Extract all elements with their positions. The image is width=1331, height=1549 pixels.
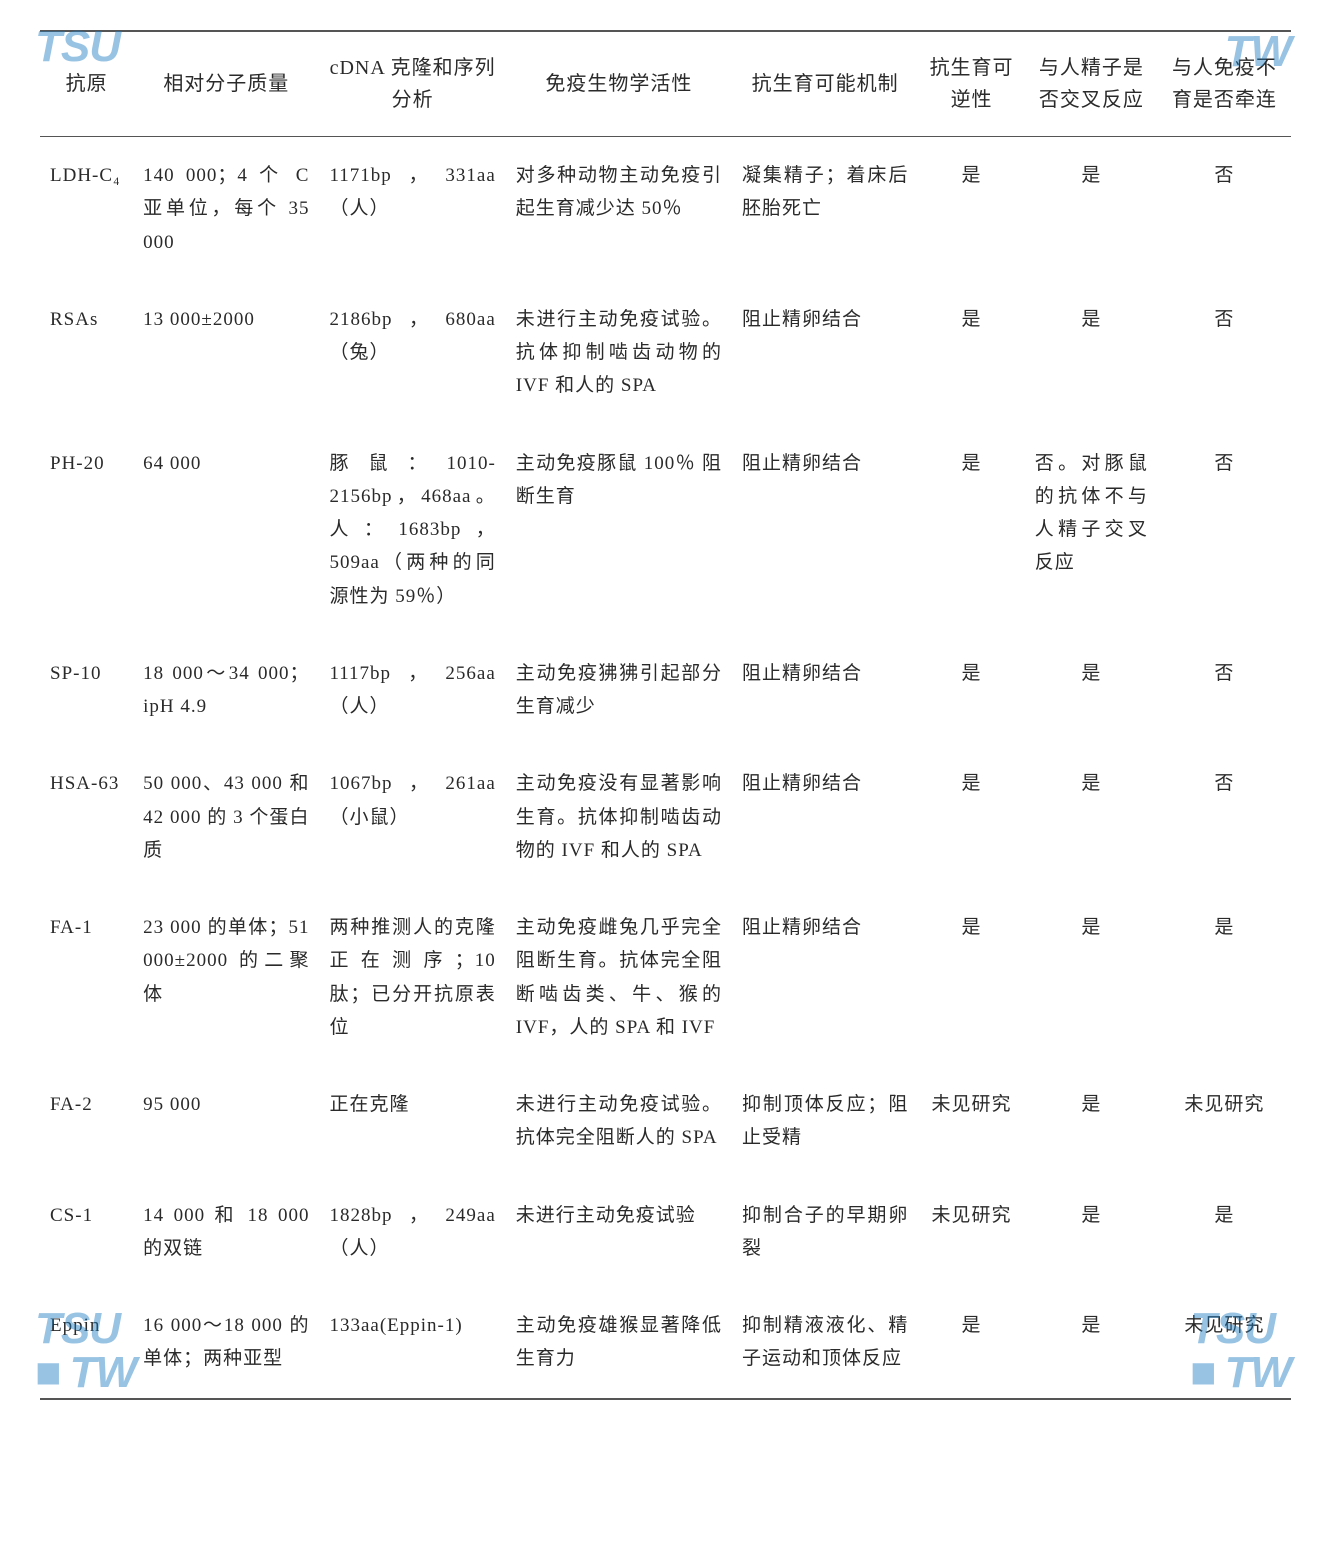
cell-mechanism: 抑制顶体反应；阻止受精 (732, 1066, 918, 1177)
cell-antigen: LDH-C₄ (40, 137, 133, 281)
cell-mechanism: 阻止精卵结合 (732, 281, 918, 425)
cell-mw: 14 000 和 18 000 的双链 (133, 1177, 319, 1288)
table-row: RSAs13 000±20002186bp，680aa（兔）未进行主动免疫试验。… (40, 281, 1291, 425)
cell-crossreact: 是 (1025, 1066, 1158, 1177)
cell-infertility: 否 (1158, 137, 1291, 281)
header-crossreact: 与人精子是否交叉反应 (1025, 31, 1158, 137)
cell-crossreact: 否。对豚鼠的抗体不与人精子交叉反应 (1025, 425, 1158, 635)
table-row: LDH-C₄140 000；4 个 C 亚单位，每个 35 0001171bp，… (40, 137, 1291, 281)
cell-infertility: 否 (1158, 425, 1291, 635)
cell-reversible: 未见研究 (918, 1066, 1024, 1177)
table-row: HSA-6350 000、43 000 和 42 000 的 3 个蛋白质106… (40, 745, 1291, 889)
table-row: PH-2064 000豚鼠：1010-2156bp，468aa。人：1683bp… (40, 425, 1291, 635)
header-mw: 相对分子质量 (133, 31, 319, 137)
table-body: LDH-C₄140 000；4 个 C 亚单位，每个 35 0001171bp，… (40, 137, 1291, 1399)
cell-crossreact: 是 (1025, 137, 1158, 281)
cell-mw: 64 000 (133, 425, 319, 635)
cell-immuno: 主动免疫没有显著影响生育。抗体抑制啮齿动物的 IVF 和人的 SPA (506, 745, 732, 889)
cell-antigen: PH-20 (40, 425, 133, 635)
cell-reversible: 是 (918, 281, 1024, 425)
cell-cdna: 两种推测人的克隆正在测序；10 肽；已分开抗原表位 (319, 889, 505, 1066)
cell-reversible: 未见研究 (918, 1177, 1024, 1288)
cell-infertility: 是 (1158, 889, 1291, 1066)
cell-antigen: HSA-63 (40, 745, 133, 889)
header-mechanism: 抗生育可能机制 (732, 31, 918, 137)
cell-antigen: RSAs (40, 281, 133, 425)
cell-mw: 23 000 的单体；51 000±2000 的二聚体 (133, 889, 319, 1066)
cell-infertility: 否 (1158, 635, 1291, 746)
cell-immuno: 未进行主动免疫试验 (506, 1177, 732, 1288)
cell-reversible: 是 (918, 889, 1024, 1066)
cell-mw: 16 000～18 000 的单体；两种亚型 (133, 1287, 319, 1399)
cell-crossreact: 是 (1025, 1287, 1158, 1399)
cell-immuno: 对多种动物主动免疫引起生育减少达 50％ (506, 137, 732, 281)
cell-immuno: 主动免疫雌兔几乎完全阻断生育。抗体完全阻断啮齿类、牛、猴的 IVF，人的 SPA… (506, 889, 732, 1066)
antigen-table-container: 抗原 相对分子质量 cDNA 克隆和序列分析 免疫生物学活性 抗生育可能机制 抗… (40, 30, 1291, 1400)
header-antigen: 抗原 (40, 31, 133, 137)
cell-infertility: 否 (1158, 281, 1291, 425)
cell-mw: 95 000 (133, 1066, 319, 1177)
cell-cdna: 1171bp，331aa（人） (319, 137, 505, 281)
cell-crossreact: 是 (1025, 1177, 1158, 1288)
cell-infertility: 未见研究 (1158, 1287, 1291, 1399)
cell-reversible: 是 (918, 635, 1024, 746)
table-row: FA-295 000正在克隆未进行主动免疫试验。抗体完全阻断人的 SPA抑制顶体… (40, 1066, 1291, 1177)
cell-immuno: 主动免疫狒狒引起部分生育减少 (506, 635, 732, 746)
cell-reversible: 是 (918, 137, 1024, 281)
cell-cdna: 豚鼠：1010-2156bp，468aa。人：1683bp，509aa（两种的同… (319, 425, 505, 635)
cell-antigen: FA-2 (40, 1066, 133, 1177)
header-immuno: 免疫生物学活性 (506, 31, 732, 137)
cell-mw: 18 000～34 000；ipH 4.9 (133, 635, 319, 746)
cell-mw: 13 000±2000 (133, 281, 319, 425)
cell-cdna: 1067bp，261aa（小鼠） (319, 745, 505, 889)
cell-mechanism: 抑制精液液化、精子运动和顶体反应 (732, 1287, 918, 1399)
cell-immuno: 主动免疫豚鼠 100％ 阻断生育 (506, 425, 732, 635)
cell-infertility: 未见研究 (1158, 1066, 1291, 1177)
cell-mechanism: 阻止精卵结合 (732, 745, 918, 889)
header-cdna: cDNA 克隆和序列分析 (319, 31, 505, 137)
cell-crossreact: 是 (1025, 889, 1158, 1066)
cell-cdna: 1117bp，256aa（人） (319, 635, 505, 746)
antigen-table: 抗原 相对分子质量 cDNA 克隆和序列分析 免疫生物学活性 抗生育可能机制 抗… (40, 30, 1291, 1400)
cell-crossreact: 是 (1025, 281, 1158, 425)
cell-mw: 140 000；4 个 C 亚单位，每个 35 000 (133, 137, 319, 281)
cell-antigen: Eppin (40, 1287, 133, 1399)
cell-immuno: 未进行主动免疫试验。抗体抑制啮齿动物的 IVF 和人的 SPA (506, 281, 732, 425)
cell-infertility: 否 (1158, 745, 1291, 889)
cell-mechanism: 抑制合子的早期卵裂 (732, 1177, 918, 1288)
table-row: Eppin16 000～18 000 的单体；两种亚型133aa(Eppin-1… (40, 1287, 1291, 1399)
table-row: CS-114 000 和 18 000 的双链1828bp，249aa（人）未进… (40, 1177, 1291, 1288)
cell-mechanism: 凝集精子；着床后胚胎死亡 (732, 137, 918, 281)
cell-cdna: 2186bp，680aa（兔） (319, 281, 505, 425)
cell-reversible: 是 (918, 745, 1024, 889)
cell-mechanism: 阻止精卵结合 (732, 635, 918, 746)
cell-cdna: 1828bp，249aa（人） (319, 1177, 505, 1288)
cell-reversible: 是 (918, 1287, 1024, 1399)
cell-immuno: 未进行主动免疫试验。抗体完全阻断人的 SPA (506, 1066, 732, 1177)
header-infertility: 与人免疫不育是否牵连 (1158, 31, 1291, 137)
cell-cdna: 133aa(Eppin-1) (319, 1287, 505, 1399)
cell-antigen: SP-10 (40, 635, 133, 746)
cell-antigen: CS-1 (40, 1177, 133, 1288)
cell-mechanism: 阻止精卵结合 (732, 889, 918, 1066)
cell-mechanism: 阻止精卵结合 (732, 425, 918, 635)
cell-infertility: 是 (1158, 1177, 1291, 1288)
table-header-row: 抗原 相对分子质量 cDNA 克隆和序列分析 免疫生物学活性 抗生育可能机制 抗… (40, 31, 1291, 137)
table-row: FA-123 000 的单体；51 000±2000 的二聚体两种推测人的克隆正… (40, 889, 1291, 1066)
cell-crossreact: 是 (1025, 635, 1158, 746)
table-row: SP-1018 000～34 000；ipH 4.91117bp，256aa（人… (40, 635, 1291, 746)
cell-mw: 50 000、43 000 和 42 000 的 3 个蛋白质 (133, 745, 319, 889)
cell-cdna: 正在克隆 (319, 1066, 505, 1177)
cell-antigen: FA-1 (40, 889, 133, 1066)
cell-crossreact: 是 (1025, 745, 1158, 889)
cell-reversible: 是 (918, 425, 1024, 635)
cell-immuno: 主动免疫雄猴显著降低生育力 (506, 1287, 732, 1399)
header-reversible: 抗生育可逆性 (918, 31, 1024, 137)
